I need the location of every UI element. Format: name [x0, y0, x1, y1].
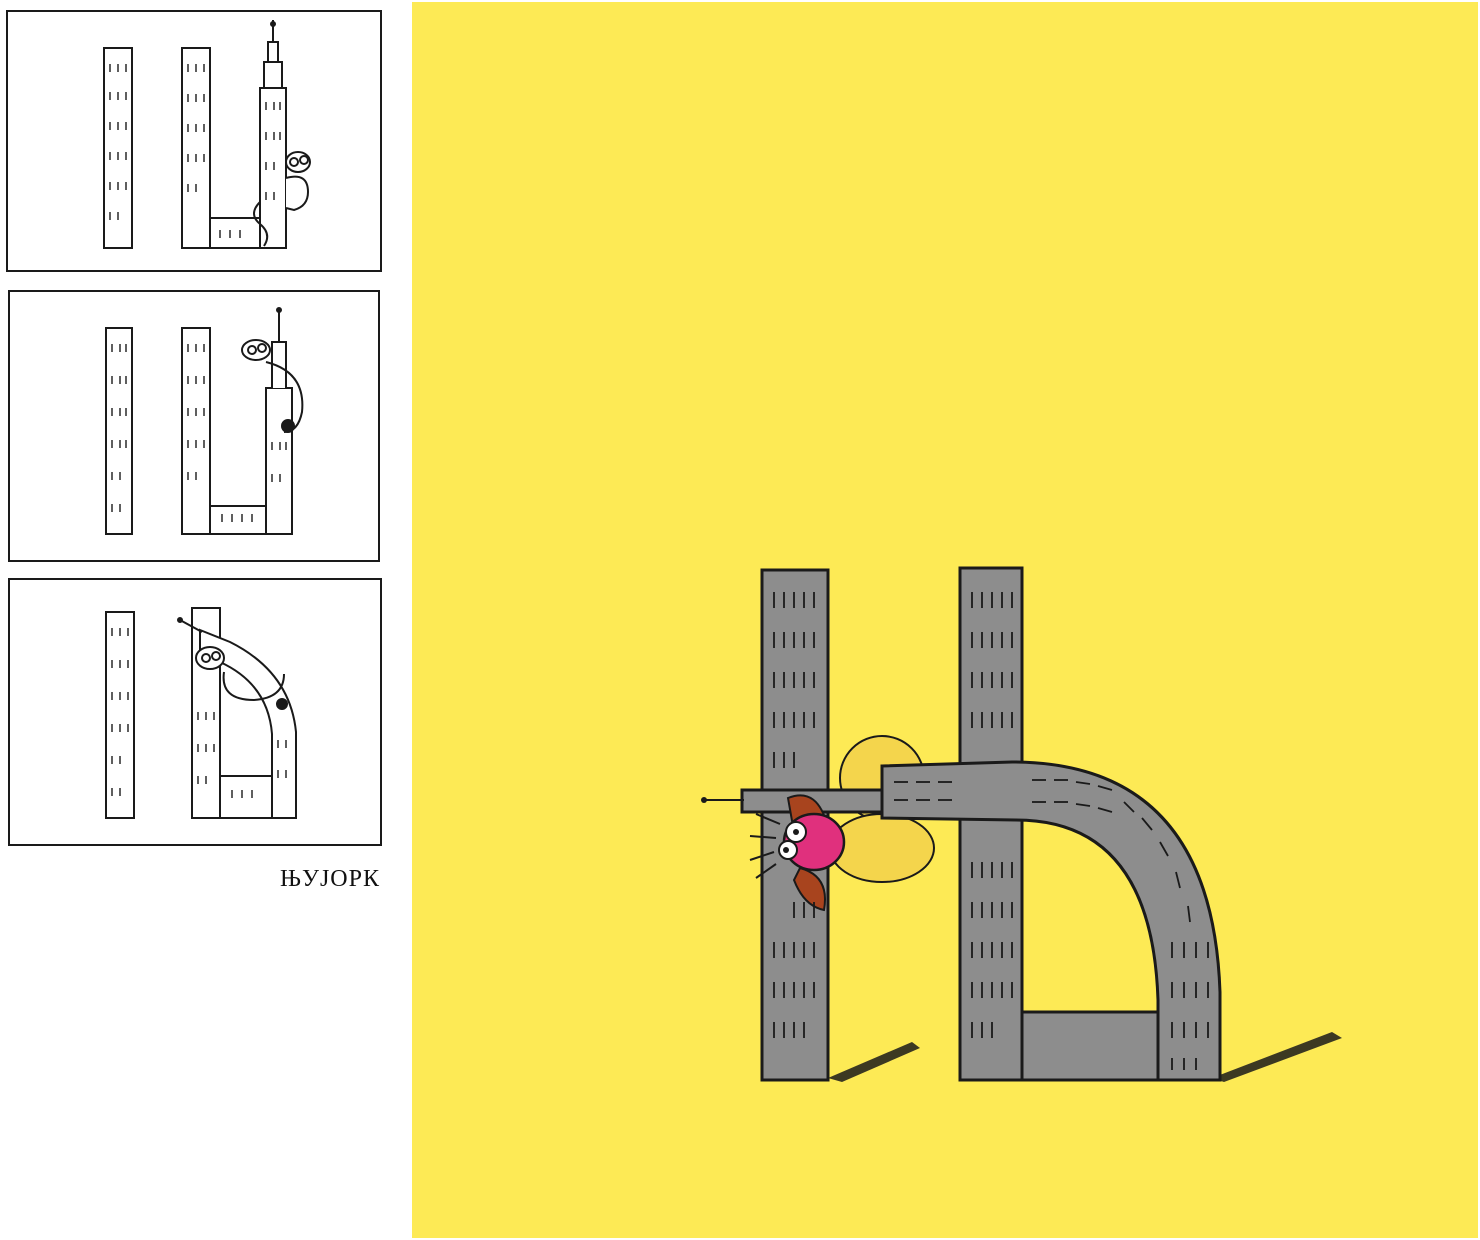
middle-tower: [181, 47, 211, 249]
comic-panel-2: [8, 290, 380, 562]
creature-body: [285, 175, 310, 212]
left-pillar-windows: [773, 592, 815, 1038]
middle-tower: [181, 327, 211, 535]
panel-2-illustration: [105, 307, 304, 535]
left-tower: [105, 611, 135, 819]
arching-skyscraper: [880, 760, 1222, 1082]
creature-head: [749, 794, 846, 912]
connector-block: [209, 505, 267, 535]
panel-1-illustration: [103, 20, 311, 249]
arch-windows: [894, 779, 1209, 1070]
comic-panel-3: [8, 578, 382, 846]
skyscraper: [259, 87, 287, 249]
comic-panel-1: [6, 10, 382, 272]
bowl-base: [1020, 1010, 1162, 1082]
right-pillar-windows: [971, 592, 1013, 1038]
right-pillar: [958, 566, 1024, 1082]
connector-block: [209, 217, 261, 249]
ground-shadow: [828, 1032, 1342, 1082]
panel-3-illustration: [105, 607, 297, 819]
skyscraper: [265, 387, 293, 535]
main-illustration-panel: [412, 2, 1478, 1238]
creature-body: [222, 671, 285, 702]
left-tower: [105, 327, 133, 535]
connector-block: [219, 775, 277, 819]
bent-skyscraper: [199, 628, 297, 819]
caption-text: ЊУЈОРК: [280, 866, 380, 892]
letter-nj-illustration: [701, 566, 1342, 1082]
